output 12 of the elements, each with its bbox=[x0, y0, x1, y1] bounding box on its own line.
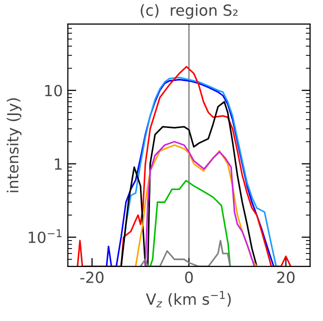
line-series bbox=[149, 180, 231, 266]
y-tick-label: 10$^{−1}$ bbox=[28, 229, 62, 244]
x-axis-title: V$_{z}$ (km s$^{−1}$) bbox=[146, 291, 231, 308]
y-axis-title: intensity (Jy) bbox=[6, 98, 22, 192]
chart-title: (c) region S₂ bbox=[140, 4, 238, 19]
x-tick-label: 20 bbox=[277, 272, 295, 284]
x-tick-label: -20 bbox=[80, 272, 104, 284]
line-series bbox=[140, 240, 231, 266]
y-tick-label: 10 bbox=[45, 84, 62, 96]
y-tick-label: 1 bbox=[54, 158, 62, 170]
x-tick-label: 0 bbox=[185, 272, 193, 284]
line-series bbox=[76, 66, 292, 266]
